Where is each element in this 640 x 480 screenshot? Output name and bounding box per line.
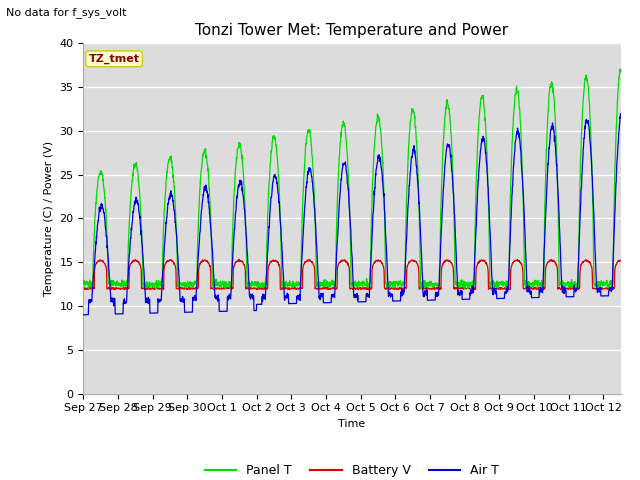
Battery V — [235, 256, 243, 262]
Panel T — [340, 123, 348, 129]
Panel T — [602, 280, 609, 286]
Panel T — [602, 279, 609, 285]
Air T — [340, 160, 348, 166]
Panel T — [617, 69, 625, 75]
Battery V — [341, 257, 349, 263]
Air T — [602, 293, 609, 299]
Battery V — [393, 287, 401, 292]
Legend: Panel T, Battery V, Air T: Panel T, Battery V, Air T — [200, 459, 504, 480]
Battery V — [602, 286, 609, 291]
Panel T — [107, 284, 115, 289]
Battery V — [107, 286, 115, 292]
Line: Air T: Air T — [83, 114, 621, 315]
Text: No data for f_sys_volt: No data for f_sys_volt — [6, 7, 127, 18]
Battery V — [503, 286, 511, 291]
X-axis label: Time: Time — [339, 419, 365, 429]
Air T — [502, 287, 510, 292]
Air T — [326, 300, 334, 305]
Panel T — [503, 280, 511, 286]
Battery V — [327, 285, 335, 291]
Panel T — [616, 66, 624, 72]
Text: TZ_tmet: TZ_tmet — [88, 54, 140, 64]
Air T — [617, 114, 625, 120]
Air T — [79, 312, 87, 318]
Battery V — [617, 257, 625, 263]
Panel T — [468, 287, 476, 292]
Panel T — [326, 281, 334, 287]
Y-axis label: Temperature (C) / Power (V): Temperature (C) / Power (V) — [44, 141, 54, 296]
Battery V — [79, 285, 87, 291]
Battery V — [602, 286, 609, 291]
Air T — [617, 111, 625, 117]
Air T — [107, 292, 115, 298]
Air T — [601, 293, 609, 299]
Line: Panel T: Panel T — [83, 69, 621, 289]
Title: Tonzi Tower Met: Temperature and Power: Tonzi Tower Met: Temperature and Power — [195, 23, 509, 38]
Line: Battery V: Battery V — [83, 259, 621, 289]
Panel T — [79, 278, 87, 284]
